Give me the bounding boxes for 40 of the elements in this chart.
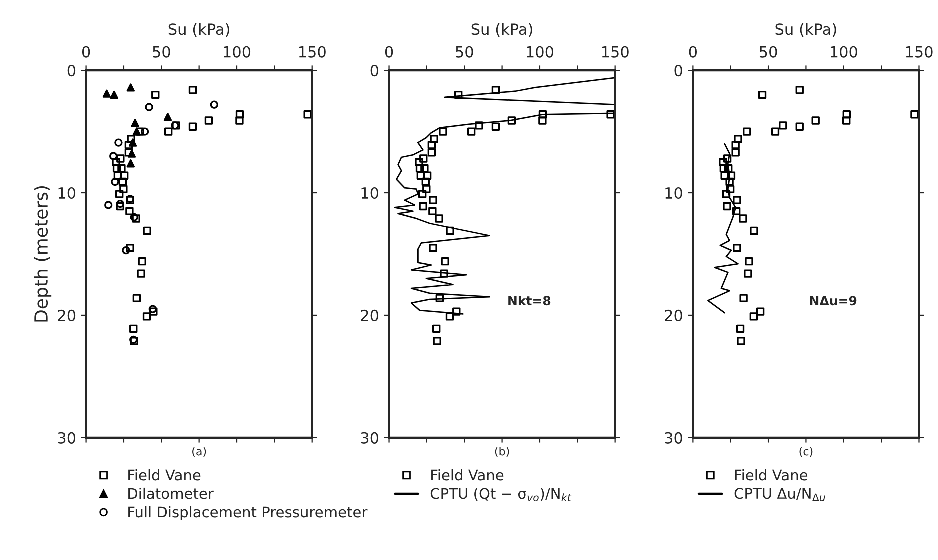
y-tick-label: 30 <box>361 432 379 444</box>
y-tick-label: 10 <box>666 187 682 200</box>
y-axis-title: Depth (meters) <box>34 186 52 322</box>
y-tick-label: 10 <box>58 187 76 200</box>
legend-label: Field Vane <box>735 469 808 481</box>
text: (b) <box>495 447 510 458</box>
legend-label: CPTU (Qt − σ$_{vo}$)/N$_{kt}$ <box>430 488 572 502</box>
annotation: Nkt=8 <box>508 296 551 306</box>
text: (c) <box>800 447 813 458</box>
y-tick-label: 0 <box>370 65 379 77</box>
x-tick-label: 150 <box>602 46 629 58</box>
y-tick-label: 20 <box>58 310 76 322</box>
x-tick-label: 0 <box>689 46 698 58</box>
y-tick-label: 20 <box>361 310 379 322</box>
x-tick-label: 50 <box>153 46 170 58</box>
y-tick-label: 0 <box>68 65 76 77</box>
x-axis-title: Su (kPa) <box>168 23 230 37</box>
x-tick-label: 100 <box>527 46 554 58</box>
annotation: NΔu=9 <box>810 296 857 306</box>
x-tick-label: 150 <box>906 46 933 58</box>
x-tick-label: 100 <box>224 46 251 58</box>
x-tick-label: 150 <box>299 46 326 58</box>
legend-label: Field Vane <box>432 469 504 481</box>
text: (a) <box>192 447 206 458</box>
x-tick-label: 0 <box>385 46 394 58</box>
legend-label: Field Vane <box>128 469 201 481</box>
y-tick-label: 30 <box>665 432 682 444</box>
y-tick-label: 30 <box>58 432 76 444</box>
x-tick-label: 50 <box>760 46 778 58</box>
legend-label: Full Displacement Pressuremeter <box>128 506 368 521</box>
x-axis-title: Su (kPa) <box>776 23 836 37</box>
x-tick-label: 100 <box>830 46 858 58</box>
y-tick-label: 0 <box>674 65 682 77</box>
y-tick-label: 10 <box>362 187 379 200</box>
x-tick-label: 0 <box>82 46 90 58</box>
x-axis-title: Su (kPa) <box>472 23 532 37</box>
legend-label: CPTU Δu/N$_{Δu}$ <box>734 488 826 502</box>
y-tick-label: 20 <box>665 310 682 322</box>
x-tick-label: 50 <box>456 46 474 58</box>
legend-label: Dilatometer <box>128 488 214 500</box>
